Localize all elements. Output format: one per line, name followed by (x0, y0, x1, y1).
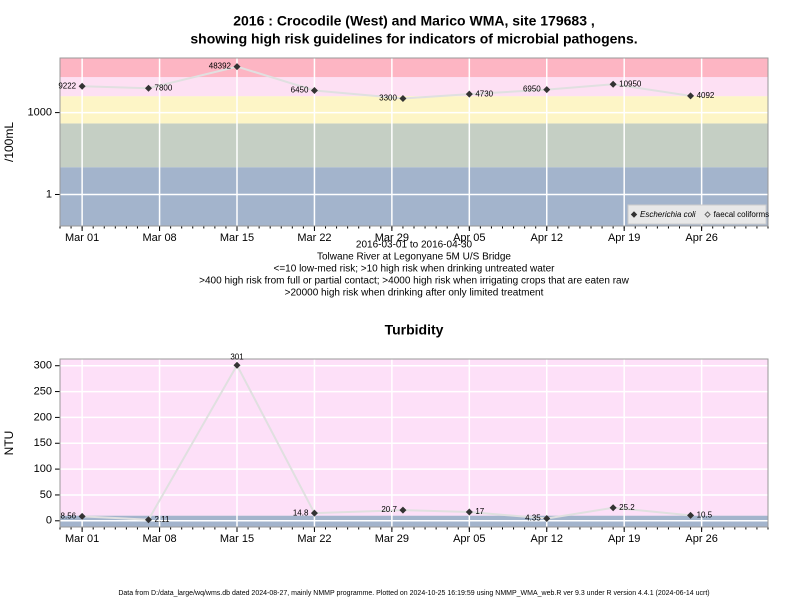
data-point (78, 82, 86, 90)
data-label: 10.5 (697, 510, 713, 519)
data-point (399, 94, 407, 102)
data-label: 301 (230, 352, 244, 361)
footer: Data from D:/data_large/wq/wms.db dated … (118, 590, 709, 597)
data-point (687, 92, 695, 100)
data-point (465, 508, 473, 516)
legend-box (627, 204, 767, 225)
x-tick-label: Apr 26 (685, 533, 717, 545)
y-tick-label: 1000 (28, 106, 52, 118)
data-point (145, 516, 152, 524)
legend-label: faecal coliforms (714, 210, 770, 219)
x-tick-label: Mar 22 (297, 533, 331, 545)
chart-note: Tolwane River at Legonyane 5M U/S Bridge (317, 252, 511, 263)
x-tick-label: Mar 15 (220, 232, 254, 244)
data-label: 14.8 (293, 508, 309, 517)
data-label: 2.11 (155, 515, 171, 524)
x-tick-label: Mar 22 (297, 232, 331, 244)
y-tick-label: 0 (46, 515, 52, 527)
data-point (233, 361, 241, 369)
x-tick-label: Apr 19 (608, 232, 640, 244)
data-point (687, 511, 695, 519)
x-tick-label: Mar 01 (65, 232, 99, 244)
data-point (233, 63, 241, 71)
y-tick-label: 200 (34, 411, 52, 423)
y-tick-label: 300 (34, 360, 52, 372)
data-point (310, 509, 318, 517)
data-point (465, 90, 473, 98)
risk-band (60, 123, 768, 168)
data-point (78, 512, 86, 520)
legend-marker (704, 211, 711, 218)
x-tick-label: Mar 08 (142, 232, 176, 244)
data-label: 4.35 (525, 514, 541, 523)
data-label: 6950 (523, 85, 541, 94)
x-tick-label: Apr 05 (453, 533, 485, 545)
data-label: 7800 (155, 83, 173, 92)
data-label: 9222 (58, 81, 76, 90)
data-point (145, 84, 152, 92)
x-tick-label: Mar 08 (142, 533, 176, 545)
chart-title: 2016 : Crocodile (West) and Marico WMA, … (233, 13, 595, 29)
data-label: 25.2 (619, 503, 635, 512)
y-axis-label: /100mL (2, 122, 16, 162)
y-tick-label: 100 (34, 463, 52, 475)
risk-band (60, 359, 768, 516)
data-point (609, 80, 617, 88)
data-label: 20.7 (381, 505, 397, 514)
x-tick-label: Mar 29 (375, 533, 409, 545)
data-label: 48392 (209, 62, 232, 71)
x-tick-label: Apr 05 (453, 232, 485, 244)
chart-title: Turbidity (385, 322, 444, 338)
chart-note: >400 high risk from full or partial cont… (199, 276, 629, 287)
chart-subtitle: showing high risk guidelines for indicat… (190, 31, 637, 47)
risk-band (60, 96, 768, 124)
x-tick-label: Mar 01 (65, 533, 99, 545)
x-tick-label: Apr 26 (685, 232, 717, 244)
plot-frame (59, 57, 769, 227)
x-tick-label: Apr 19 (608, 533, 640, 545)
x-tick-label: Apr 12 (531, 533, 563, 545)
y-tick-label: 1 (46, 188, 52, 200)
chart-note: 2016-03-01 to 2016-04-30 (356, 240, 473, 251)
data-point (543, 86, 551, 94)
data-point (609, 504, 617, 512)
data-point (399, 506, 407, 514)
y-tick-label: 50 (40, 489, 52, 501)
x-tick-label: Mar 29 (375, 232, 409, 244)
chart-note: >20000 high risk when drinking after onl… (285, 288, 544, 299)
data-label: 3300 (379, 94, 397, 103)
plot-frame (59, 358, 769, 528)
data-label: 4730 (475, 89, 493, 98)
y-tick-label: 150 (34, 437, 52, 449)
x-tick-label: Apr 12 (531, 232, 563, 244)
data-point (543, 515, 551, 523)
y-tick-label: 250 (34, 385, 52, 397)
data-label: 17 (475, 507, 484, 516)
data-label: 6450 (291, 86, 309, 95)
legend-label: Escherichia coli (640, 210, 696, 219)
chart-note: <=10 low-med risk; >10 high risk when dr… (274, 264, 556, 275)
legend-marker (630, 211, 638, 218)
x-tick-label: Mar 15 (220, 533, 254, 545)
y-axis-label: NTU (2, 431, 16, 456)
data-point (310, 86, 318, 94)
data-label: 10950 (619, 79, 642, 88)
data-label: 8.56 (61, 511, 77, 520)
risk-band (60, 58, 768, 78)
data-label: 4092 (697, 91, 715, 100)
